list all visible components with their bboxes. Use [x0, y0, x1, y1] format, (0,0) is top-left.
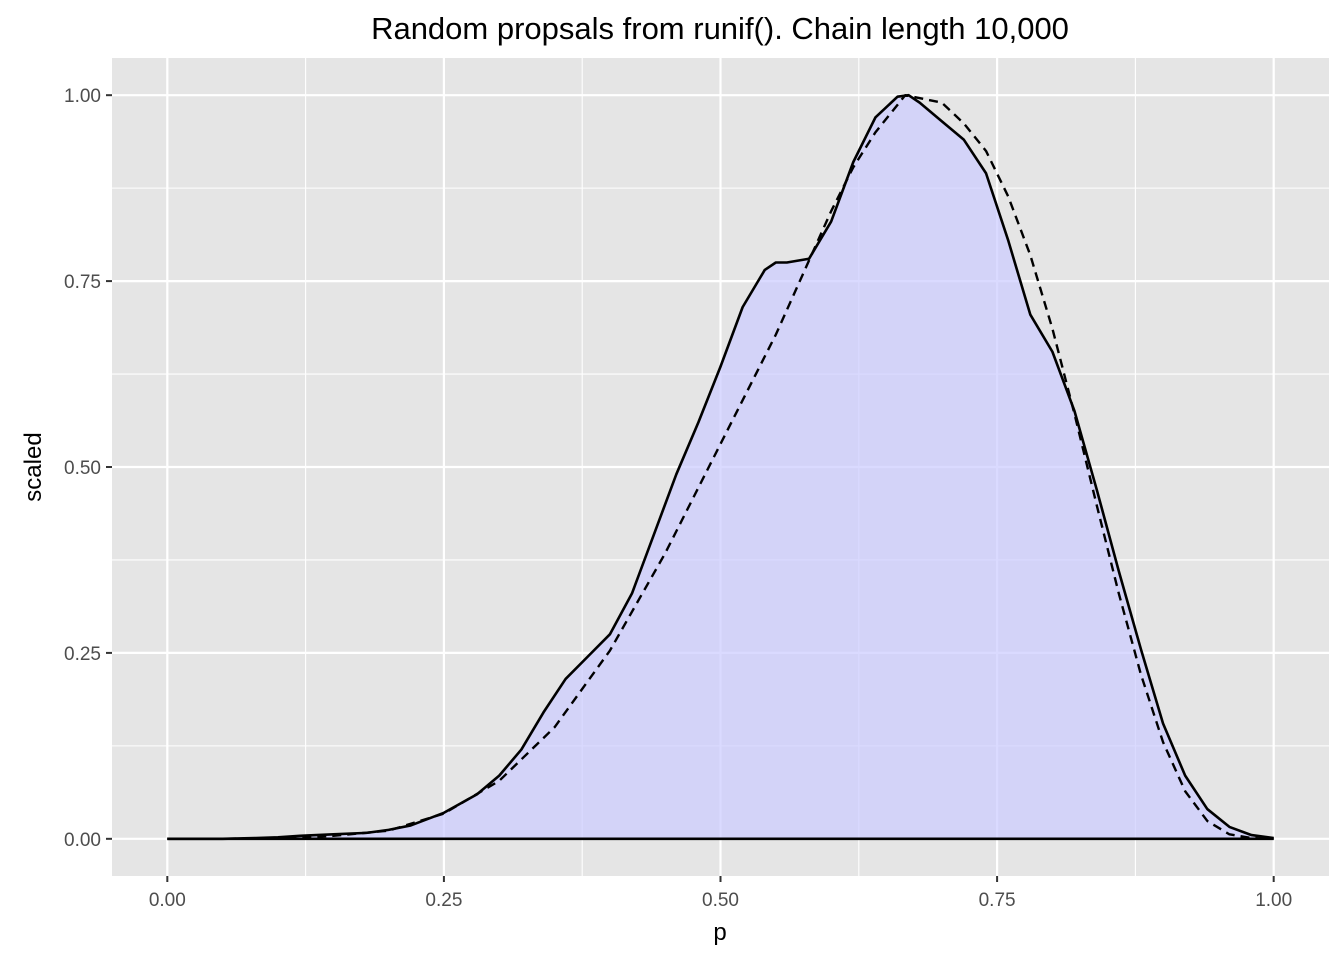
y-tick-label: 0.50 [64, 458, 101, 479]
density-area-fill [167, 95, 1274, 839]
x-axis-title: p [713, 919, 726, 946]
y-axis-title: scaled [20, 432, 47, 501]
y-tick-label: 1.00 [64, 86, 101, 107]
y-tick-label: 0.00 [64, 830, 101, 851]
x-tick-label: 0.50 [702, 890, 739, 911]
series-layer [167, 93, 1274, 841]
x-tick-label: 0.25 [425, 890, 462, 911]
x-tick-label: 0.00 [149, 890, 186, 911]
y-axis-ticks: 0.00 0.25 0.50 0.75 1.00 [64, 86, 112, 851]
chart-title: Random propsals from runif(). Chain leng… [371, 11, 1069, 46]
x-tick-label: 0.75 [979, 890, 1016, 911]
density-line-solid [167, 93, 1274, 841]
density-line-dashed [167, 93, 1274, 841]
y-tick-label: 0.25 [64, 644, 101, 665]
x-tick-label: 1.00 [1255, 890, 1292, 911]
x-axis-ticks: 0.00 0.25 0.50 0.75 1.00 [149, 876, 1292, 911]
y-tick-label: 0.75 [64, 272, 101, 293]
